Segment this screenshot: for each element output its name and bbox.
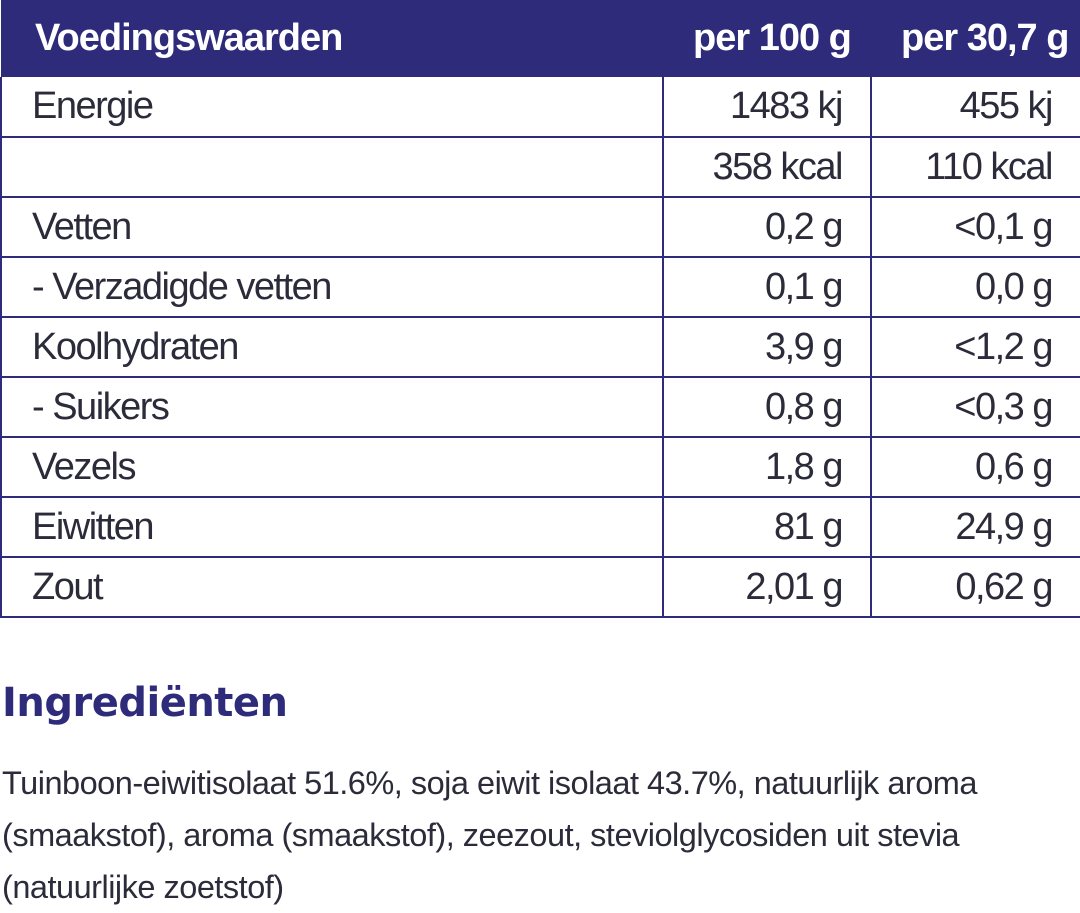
nutrient-name: Vezels	[0, 436, 664, 498]
table-row: Vezels 1,8 g 0,6 g	[0, 436, 1080, 498]
value-per-100g: 2,01 g	[662, 556, 872, 618]
value-per-portion: <0,1 g	[870, 196, 1080, 258]
value-per-portion: 24,9 g	[870, 496, 1080, 558]
table-row: Energie 1483 kj 455 kj	[0, 77, 1080, 138]
table-row: Zout 2,01 g 0,62 g	[0, 556, 1080, 618]
value-per-portion: 0,62 g	[870, 556, 1080, 618]
nutrition-table: Voedingswaarden per 100 g per 30,7 g Ene…	[0, 0, 1080, 618]
nutrient-name	[0, 136, 664, 198]
nutrient-name: Eiwitten	[0, 496, 664, 558]
value-per-portion: 0,0 g	[870, 256, 1080, 318]
table-row: - Verzadigde vetten 0,1 g 0,0 g	[0, 256, 1080, 318]
table-row: Vetten 0,2 g <0,1 g	[0, 196, 1080, 258]
header-per-100g: per 100 g	[663, 0, 871, 77]
table-row: Eiwitten 81 g 24,9 g	[0, 496, 1080, 558]
value-per-portion: <0,3 g	[870, 376, 1080, 438]
table-row: Koolhydraten 3,9 g <1,2 g	[0, 316, 1080, 378]
value-per-100g: 3,9 g	[662, 316, 872, 378]
nutrient-name: Energie	[0, 77, 664, 138]
ingredients-list: Tuinboon-eiwitisolaat 51.6%, soja eiwit …	[2, 765, 977, 905]
ingredients-heading: Ingrediënten	[2, 680, 288, 726]
header-per-portion: per 30,7 g	[871, 0, 1080, 77]
value-per-100g: 1,8 g	[662, 436, 872, 498]
value-per-100g: 358 kcal	[662, 136, 872, 198]
nutrient-name: Zout	[0, 556, 664, 618]
value-per-portion: 110 kcal	[870, 136, 1080, 198]
value-per-portion: <1,2 g	[870, 316, 1080, 378]
table-header-row: Voedingswaarden per 100 g per 30,7 g	[1, 0, 1080, 77]
value-per-100g: 0,2 g	[662, 196, 872, 258]
header-nutrient: Voedingswaarden	[1, 0, 663, 77]
value-per-100g: 0,1 g	[662, 256, 872, 318]
value-per-100g: 81 g	[662, 496, 872, 558]
value-per-100g: 1483 kj	[662, 77, 872, 138]
nutrient-name: Vetten	[0, 196, 664, 258]
nutrient-name: Koolhydraten	[0, 316, 664, 378]
value-per-100g: 0,8 g	[662, 376, 872, 438]
value-per-portion: 455 kj	[870, 77, 1080, 138]
nutrient-name: - Verzadigde vetten	[0, 256, 664, 318]
nutrient-name: - Suikers	[0, 376, 664, 438]
value-per-portion: 0,6 g	[870, 436, 1080, 498]
table-row: 358 kcal 110 kcal	[0, 136, 1080, 198]
table-row: - Suikers 0,8 g <0,3 g	[0, 376, 1080, 438]
